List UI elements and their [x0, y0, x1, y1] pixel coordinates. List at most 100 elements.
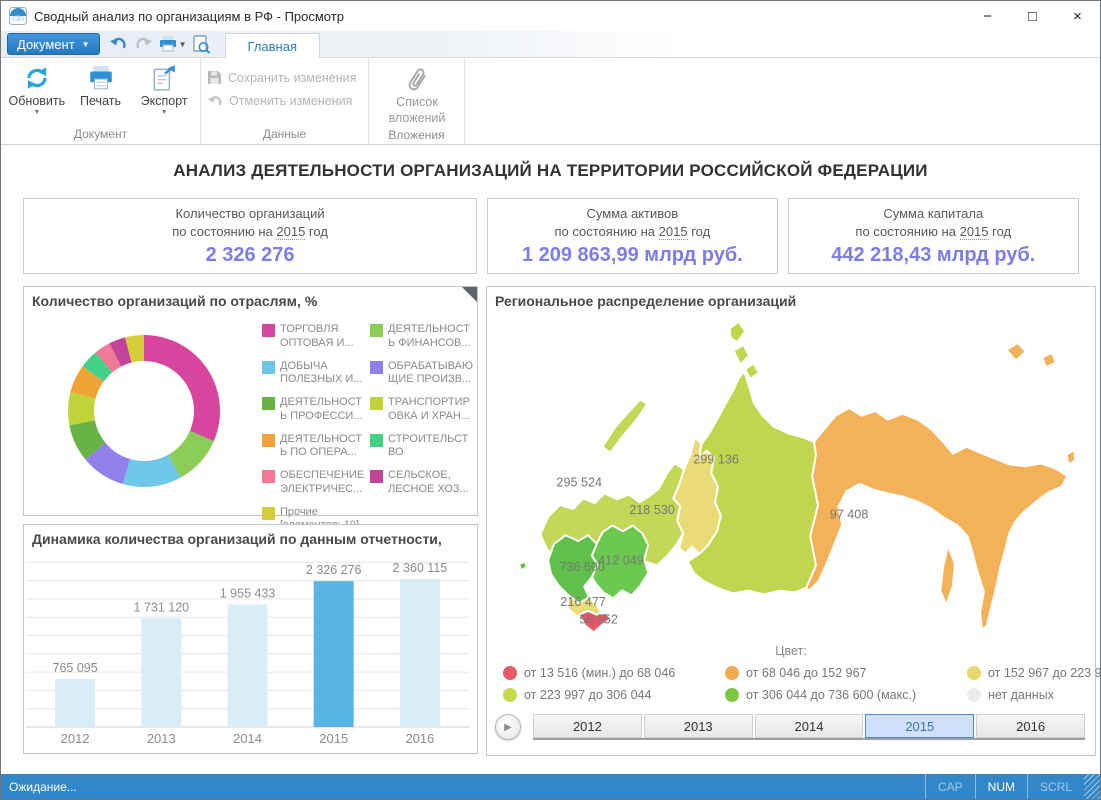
- map-legend-label: от 68 046 до 152 967: [746, 666, 867, 680]
- map-region-3[interactable]: [939, 544, 956, 607]
- kpi-subtitle-prefix: по состоянию на: [855, 224, 956, 239]
- map-region-2[interactable]: [732, 344, 751, 366]
- donut-slice[interactable]: [69, 420, 106, 460]
- kpi-year-link[interactable]: 2015: [658, 224, 688, 240]
- legend-swatch: [370, 360, 383, 374]
- map-region-2[interactable]: [744, 362, 760, 380]
- map-legend-item: от 223 997 до 306 044: [503, 688, 725, 702]
- map-region-3[interactable]: [1005, 342, 1027, 362]
- map-region-2[interactable]: [686, 370, 819, 596]
- scroll-lock-indicator: SCRL: [1026, 774, 1084, 799]
- map-region-value: 299 136: [693, 452, 739, 466]
- legend-label: ОБЕСПЕЧЕНИЕ ЭЛЕКТРИЧЕС...: [280, 469, 365, 495]
- year-button-2013[interactable]: 2013: [643, 714, 753, 738]
- printer-icon: [89, 66, 112, 90]
- dynamics-bar-chart: 765 095 2012 1 731 120 2013 1 955 433 2014 2 3…: [26, 561, 469, 746]
- map-region-3[interactable]: [805, 407, 1069, 632]
- bar-value-label: 2 326 276: [306, 563, 362, 577]
- legend-label: СЕЛЬСКОЕ, ЛЕСНОЕ ХОЗ...: [388, 469, 469, 495]
- print-button[interactable]: Печать: [71, 62, 131, 117]
- attachments-list-button[interactable]: Список вложений: [375, 62, 459, 126]
- export-button[interactable]: Экспорт ▼: [134, 62, 194, 117]
- map-region-3[interactable]: [1065, 448, 1077, 466]
- kpi-subtitle-suffix: год: [992, 224, 1012, 239]
- donut-slice[interactable]: [109, 337, 132, 367]
- ribbon-group-attachments: Список вложений Вложения: [369, 58, 465, 144]
- legend-swatch: [370, 324, 383, 337]
- donut-slice[interactable]: [122, 454, 181, 487]
- redo-button[interactable]: [132, 33, 156, 55]
- donut-slice[interactable]: [168, 430, 214, 478]
- bar-2012[interactable]: [55, 679, 96, 727]
- map-region-2[interactable]: [728, 320, 747, 344]
- legend-item: ДЕЯТЕЛЬНОСТ Ь ПО ОПЕРА...: [262, 433, 366, 461]
- legend-swatch: [370, 433, 383, 447]
- donut-slice[interactable]: [82, 352, 113, 382]
- refresh-button[interactable]: Обновить ▼: [7, 62, 67, 117]
- resize-grip[interactable]: [1084, 774, 1100, 799]
- map-legend-item: от 13 516 (мин.) до 68 046: [503, 666, 725, 680]
- year-button-2015[interactable]: 2015: [865, 714, 975, 738]
- print-label: Печать: [80, 94, 121, 108]
- donut-slice[interactable]: [144, 335, 220, 442]
- tab-main[interactable]: Главная: [224, 33, 320, 58]
- bar-value-label: 765 095: [53, 661, 98, 675]
- undo-button[interactable]: [106, 33, 130, 55]
- minimize-button[interactable]: −: [983, 7, 992, 25]
- kpi-value: 442 218,43 млрд руб.: [831, 243, 1036, 266]
- refresh-icon: [27, 67, 47, 89]
- maximize-button[interactable]: □: [1027, 7, 1038, 25]
- titlebar: Сводный анализ по организациям в РФ - Пр…: [1, 1, 1100, 31]
- chevron-down-icon: ▼: [33, 109, 41, 116]
- panel-corner-marker[interactable]: [462, 287, 477, 302]
- close-button[interactable]: ×: [1073, 7, 1082, 25]
- num-lock-indicator: NUM: [974, 774, 1027, 799]
- map-region-3[interactable]: [1041, 351, 1057, 369]
- map-region-5[interactable]: [518, 560, 528, 572]
- save-icon: [208, 71, 221, 84]
- year-button-2014[interactable]: 2014: [754, 714, 864, 738]
- map-region-0[interactable]: [601, 398, 649, 454]
- bar-category-label: 2015: [319, 731, 348, 746]
- donut-slice[interactable]: [85, 442, 131, 484]
- legend-item: СТРОИТЕЛЬСТ ВО: [370, 433, 474, 461]
- kpi-year-link[interactable]: 2015: [276, 224, 306, 240]
- kpi-capital: Сумма капитала по состоянию на 2015 год …: [787, 198, 1079, 274]
- legend-label: СТРОИТЕЛЬСТ ВО: [388, 432, 469, 459]
- bar-2014[interactable]: [227, 604, 268, 727]
- undo-icon: [109, 37, 126, 49]
- map-region-7[interactable]: [578, 609, 613, 634]
- quick-print-button[interactable]: ▼: [158, 33, 187, 55]
- paperclip-icon: [408, 68, 426, 91]
- bars-panel-title: Динамика количества организаций по данны…: [32, 531, 442, 547]
- attachments-list-label: Список вложений: [388, 95, 446, 125]
- revert-changes-button[interactable]: Отменить изменения: [207, 94, 362, 108]
- play-button[interactable]: ▶: [495, 714, 521, 740]
- undo-icon: [208, 96, 222, 106]
- map-color-caption: Цвет:: [775, 644, 807, 658]
- save-changes-button[interactable]: Сохранить изменения: [207, 70, 362, 85]
- ribbon-group-label-document: Документ: [73, 127, 128, 141]
- ribbon-group-document: Обновить ▼ Печать: [1, 58, 201, 144]
- legend-label: ДЕЯТЕЛЬНОСТ Ь ПО ОПЕРА...: [280, 432, 363, 459]
- kpi-assets: Сумма активов по состоянию на 2015 год 1…: [487, 198, 778, 274]
- donut-slice[interactable]: [68, 392, 96, 426]
- year-button-2016[interactable]: 2016: [976, 714, 1085, 738]
- bar-2015[interactable]: [313, 581, 354, 727]
- year-button-2012[interactable]: 2012: [533, 714, 642, 738]
- map-legend-dot: [503, 688, 517, 702]
- print-preview-button[interactable]: [189, 33, 213, 55]
- legend-item: СЕЛЬСКОЕ, ЛЕСНОЕ ХОЗ...: [370, 469, 474, 497]
- map-region-5[interactable]: [547, 534, 599, 605]
- document-menu-button[interactable]: Документ ▼: [7, 33, 100, 55]
- donut-slice[interactable]: [70, 366, 104, 399]
- app-icon: [9, 7, 27, 25]
- bar-2016[interactable]: [399, 579, 440, 727]
- map-legend-dot: [967, 688, 981, 702]
- donut-slice[interactable]: [125, 335, 144, 363]
- kpi-year-link[interactable]: 2015: [959, 224, 989, 240]
- legend-swatch: [262, 506, 275, 520]
- bar-2013[interactable]: [141, 618, 182, 727]
- donut-slice[interactable]: [95, 343, 122, 373]
